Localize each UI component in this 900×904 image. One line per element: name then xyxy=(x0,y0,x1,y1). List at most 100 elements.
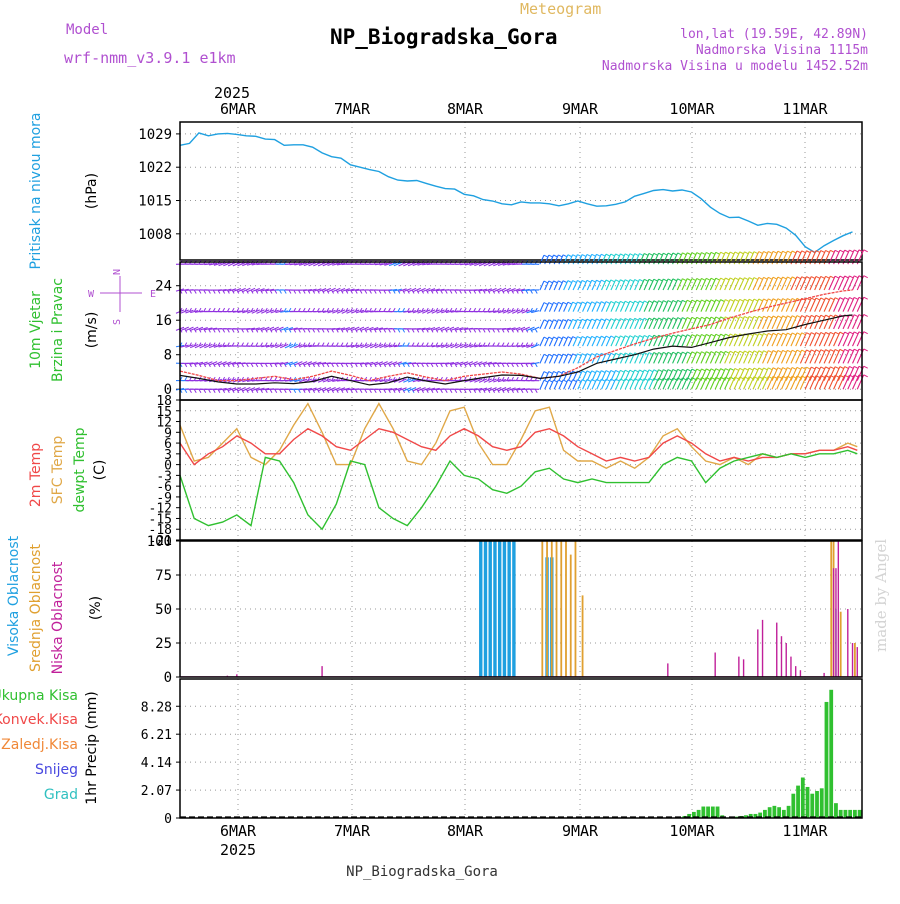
precip-bar xyxy=(768,807,772,818)
bottom-day-label: 6MAR xyxy=(220,822,257,840)
wind-barb xyxy=(706,278,711,290)
wind-barb xyxy=(744,351,750,363)
wind-barb xyxy=(696,278,701,290)
wind-barb xyxy=(758,316,764,329)
footer-station: NP_Biogradska_Gora xyxy=(346,864,498,880)
cloud-low-bar xyxy=(781,636,782,677)
wind-barb xyxy=(710,278,715,290)
wind-barb xyxy=(725,278,730,290)
top-day-label: 8MAR xyxy=(447,100,484,118)
ytick-label: 4.14 xyxy=(141,756,172,771)
wind-barb xyxy=(275,389,277,393)
wind-barb xyxy=(715,351,720,363)
cloud-mid-bar xyxy=(582,595,584,677)
compass-e: E xyxy=(150,289,156,300)
bottom-day-label: 8MAR xyxy=(447,822,484,840)
wind-axis-subtitle: Brzina i Pravac xyxy=(50,278,66,382)
precip-bar xyxy=(829,690,833,818)
low-cloud-title: Niska Oblacnost xyxy=(50,561,66,674)
wind-barb xyxy=(706,300,711,312)
cloud-high-bar xyxy=(498,541,501,677)
wind-barb xyxy=(189,389,191,393)
wind-barb xyxy=(781,316,787,329)
t2m-axis-title: 2m Temp xyxy=(28,443,44,507)
mid-cloud-title: Srednja Oblacnost xyxy=(28,544,44,672)
cloud-low-bar xyxy=(857,647,858,677)
wind-barb xyxy=(748,316,754,329)
wind-barb xyxy=(729,317,734,329)
ytick-label: 1022 xyxy=(138,160,172,176)
wind-barb xyxy=(767,316,773,329)
wind-barb xyxy=(701,352,706,364)
wind-barb xyxy=(864,314,868,316)
precip-bar xyxy=(791,794,795,818)
bottom-day-label: 7MAR xyxy=(334,822,371,840)
wind-barb xyxy=(753,277,759,290)
wind-barb xyxy=(710,351,715,363)
wind-barb xyxy=(540,320,544,329)
cloud-mid-bar xyxy=(565,541,567,677)
wind-barb xyxy=(864,250,868,252)
bottom-day-label: 9MAR xyxy=(562,822,599,840)
wind-barb xyxy=(864,349,868,351)
wind-barb xyxy=(781,333,787,346)
model-label: Model xyxy=(66,22,108,38)
wind-barb xyxy=(734,299,740,311)
wind-barb xyxy=(540,337,544,346)
ytick-label: 2.07 xyxy=(141,784,172,799)
wind-barb xyxy=(725,334,730,346)
precip-bar xyxy=(796,786,800,818)
wind-barb xyxy=(251,343,253,347)
wind-barb xyxy=(715,278,720,290)
wind-barb xyxy=(701,300,706,312)
wind-barb xyxy=(763,299,769,312)
wind-barb xyxy=(753,351,759,364)
cloud-mid-bar xyxy=(560,541,562,677)
ytick-label: 25 xyxy=(155,636,172,652)
wind-barb xyxy=(710,334,715,346)
cloud-low-bar xyxy=(321,666,322,677)
precip-bar xyxy=(711,807,715,818)
wind-barb xyxy=(710,300,715,312)
wind-barb xyxy=(720,317,725,329)
temp-unit: (C) xyxy=(92,460,108,481)
wind-frame xyxy=(180,262,862,400)
top-day-label: 9MAR xyxy=(562,100,599,118)
wind-barb xyxy=(864,297,868,299)
wind-barb xyxy=(194,290,196,294)
precip-bar xyxy=(701,807,705,818)
cloud-low-bar xyxy=(757,629,758,677)
dewpt-line xyxy=(180,450,857,529)
precip-bar xyxy=(777,807,781,818)
wind-barb xyxy=(763,316,769,329)
cloud-unit: (%) xyxy=(88,596,104,620)
temperature-frame xyxy=(180,400,862,540)
cloud-high-bar xyxy=(489,541,492,677)
wind-barb xyxy=(864,375,868,377)
precip-bar xyxy=(834,803,838,818)
cloud-low-bar xyxy=(795,666,796,677)
wind-barb xyxy=(864,276,868,278)
wind-barb xyxy=(720,351,725,363)
model-elevation: Nadmorska Visina u modelu 1452.52m xyxy=(602,59,868,74)
wind-barb xyxy=(720,300,725,312)
wind-barb xyxy=(758,351,764,364)
cloud-low-bar xyxy=(762,620,763,677)
ytick-label: 50 xyxy=(155,602,172,618)
wind-barb xyxy=(758,277,764,290)
wind-barb xyxy=(767,333,773,346)
wind-barb xyxy=(739,278,745,290)
wind-barb xyxy=(720,278,725,290)
ytick-label: 16 xyxy=(155,313,172,329)
precipitation-frame xyxy=(180,679,862,818)
wind-barb xyxy=(692,278,697,290)
cloud-low-bar xyxy=(738,657,739,677)
wind-barb xyxy=(725,299,730,311)
cloud-low-bar xyxy=(847,609,848,677)
cloud-mid-bar xyxy=(546,541,548,677)
cloud-high-bar xyxy=(484,541,487,677)
precip-bar xyxy=(801,778,805,818)
cloud-high-bar xyxy=(503,541,506,677)
cloud-mid-bar xyxy=(541,541,543,677)
wind-barb xyxy=(763,277,769,290)
